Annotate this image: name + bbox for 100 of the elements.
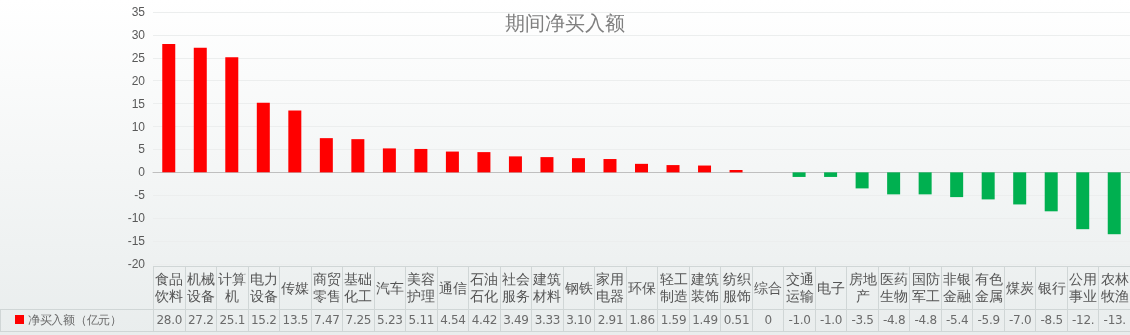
- x-tick-label: 社会服务: [500, 266, 532, 310]
- data-label: 2.91: [594, 309, 627, 332]
- bar: [162, 44, 176, 173]
- bar: [571, 158, 585, 173]
- y-tick-label: 10: [131, 119, 146, 134]
- x-tick-label: 通信: [437, 266, 469, 310]
- x-tick-label: 国防军工: [909, 266, 942, 310]
- bar: [666, 165, 680, 173]
- data-label: 7.25: [342, 309, 375, 332]
- data-label: -8.5: [1035, 309, 1068, 332]
- bar: [887, 172, 901, 195]
- bar: [225, 57, 239, 173]
- x-tick-label: 纺织服饰: [720, 266, 753, 310]
- y-tick-label: 15: [131, 96, 146, 111]
- x-tick-label: 建筑装饰: [689, 266, 721, 310]
- x-tick-label: 钢铁: [563, 266, 595, 310]
- bar: [635, 163, 648, 173]
- x-tick-label: 机械设备: [185, 266, 217, 310]
- x-tick-label: 房地产: [846, 266, 879, 310]
- data-label: -1.0: [815, 309, 847, 332]
- y-tick-label: 35: [131, 5, 146, 19]
- data-label: 3.33: [531, 309, 564, 332]
- bar: [288, 110, 302, 173]
- y-tick-label: 20: [131, 73, 146, 88]
- bar: [508, 156, 522, 173]
- bar: [540, 157, 554, 173]
- bar: [1044, 172, 1058, 212]
- x-tick-label: 农林牧渔: [1098, 266, 1130, 310]
- bar: [918, 172, 932, 195]
- y-tick-label: 25: [131, 50, 146, 65]
- x-tick-label: 计算机: [216, 266, 249, 310]
- data-label: -4.8: [909, 309, 942, 332]
- x-tick-label: 公用事业: [1067, 266, 1099, 310]
- y-tick-label: -15: [127, 234, 146, 249]
- data-label: 4.54: [437, 309, 469, 332]
- y-tick-label: 0: [138, 165, 146, 180]
- x-tick-label: 交通运输: [783, 266, 816, 310]
- data-label: 0.51: [720, 309, 753, 332]
- data-label: 5.23: [374, 309, 406, 332]
- data-label: 15.2: [248, 309, 280, 332]
- x-tick-label: 有色金属: [972, 266, 1005, 310]
- data-label: 1.86: [626, 309, 658, 332]
- data-label: 3.49: [500, 309, 532, 332]
- bar: [1076, 172, 1090, 230]
- bar: [477, 152, 491, 173]
- x-tick-label: 商贸零售: [311, 266, 343, 310]
- y-tick-label: 30: [131, 27, 146, 42]
- x-tick-label: 银行: [1035, 266, 1068, 310]
- x-tick-label: 环保: [626, 266, 658, 310]
- x-tick-label: 电力设备: [248, 266, 280, 310]
- data-label: -13.: [1098, 309, 1130, 332]
- bar: [319, 138, 333, 173]
- x-tick-label: 煤炭: [1004, 266, 1036, 310]
- x-tick-label: 美容护理: [405, 266, 438, 310]
- bar: [855, 172, 869, 189]
- x-tick-label: 石油石化: [468, 266, 501, 310]
- bar: [792, 172, 806, 177]
- bar: [256, 102, 270, 173]
- data-label: 28.0: [153, 309, 186, 332]
- data-label: -5.4: [941, 309, 973, 332]
- data-label: 7.47: [311, 309, 343, 332]
- chart-title: 期间净买入额: [505, 12, 625, 34]
- x-tick-label: 家用电器: [594, 266, 627, 310]
- bar: [981, 172, 995, 200]
- bar: [603, 159, 617, 173]
- bar: [382, 148, 396, 173]
- bar: [1107, 172, 1121, 235]
- y-tick-label: 5: [138, 142, 146, 157]
- x-tick-label: 建筑材料: [531, 266, 564, 310]
- bar: [950, 172, 964, 198]
- data-label: 13.5: [279, 309, 312, 332]
- data-label: 1.49: [689, 309, 721, 332]
- data-label: 0: [752, 309, 784, 332]
- data-label: -12.: [1067, 309, 1099, 332]
- x-tick-label: 食品饮料: [153, 266, 186, 310]
- x-tick-label: 轻工制造: [657, 266, 690, 310]
- x-tick-label: 基础化工: [342, 266, 375, 310]
- x-tick-label: 电子: [815, 266, 847, 310]
- bar: [1013, 172, 1027, 205]
- bar: [445, 151, 459, 173]
- y-tick-label: -10: [127, 211, 146, 226]
- y-tick-label: -5: [134, 188, 146, 203]
- x-tick-label: 汽车: [374, 266, 406, 310]
- bar: [414, 148, 428, 173]
- data-label: -5.9: [972, 309, 1005, 332]
- x-tick-label: 传媒: [279, 266, 312, 310]
- x-tick-label: 非银金融: [941, 266, 973, 310]
- data-label: 25.1: [216, 309, 249, 332]
- data-label: -4.8: [878, 309, 910, 332]
- bar: [193, 47, 207, 173]
- y-tick-label: -20: [127, 257, 146, 271]
- bar: [351, 139, 365, 173]
- data-label: 5.11: [405, 309, 438, 332]
- data-label: -3.5: [846, 309, 879, 332]
- bar: [824, 172, 838, 177]
- data-label: -1.0: [783, 309, 816, 332]
- data-label: 4.42: [468, 309, 501, 332]
- data-label: -7.0: [1004, 309, 1036, 332]
- x-tick-label: 医药生物: [878, 266, 910, 310]
- data-label: 1.59: [657, 309, 690, 332]
